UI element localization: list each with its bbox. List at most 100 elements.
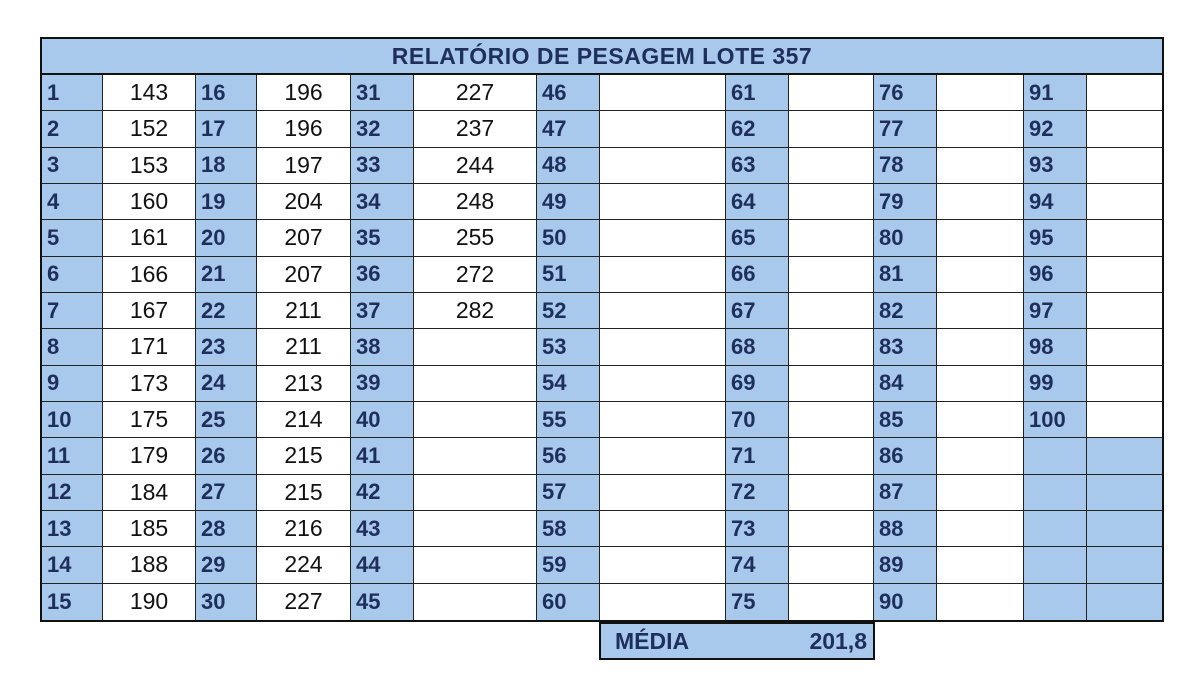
weight-value-cell: [600, 75, 726, 112]
lot-number-cell: 54: [537, 365, 600, 402]
weight-value-cell: 196: [257, 75, 351, 112]
lot-number-cell: 49: [537, 183, 600, 221]
lot-number-cell: 8: [42, 329, 103, 366]
lot-number-cell: 12: [42, 474, 103, 511]
weight-value-cell: [789, 583, 874, 620]
weight-value-cell: [600, 510, 726, 548]
weight-value-cell: [937, 111, 1024, 148]
weight-value-cell: [789, 111, 874, 148]
weight-value-cell: 244: [414, 147, 537, 184]
weighing-grid: 1 143 16 196 31 227 46 61 76 91 2 152 17 196 32 237 47 62…: [42, 75, 1162, 620]
weight-value-cell: [414, 329, 537, 366]
weight-value-cell: [414, 401, 537, 439]
weight-value-cell: [414, 547, 537, 584]
lot-number-cell: 27: [196, 474, 257, 511]
lot-number-cell: 37: [351, 292, 414, 330]
weight-value-cell: [600, 111, 726, 148]
weight-value-cell: 173: [103, 365, 196, 402]
weight-value-cell: [1087, 256, 1162, 293]
weight-value-cell: [1087, 401, 1162, 439]
lot-number-cell: 96: [1024, 256, 1087, 293]
lot-number-cell: 3: [42, 147, 103, 184]
lot-number-cell: 75: [726, 583, 789, 620]
lot-number-cell: 83: [874, 329, 937, 366]
weight-value-cell: [937, 474, 1024, 511]
weight-value-cell: [600, 365, 726, 402]
weight-value-cell: [937, 329, 1024, 366]
lot-number-cell: 99: [1024, 365, 1087, 402]
weight-value-cell: [789, 401, 874, 439]
lot-number-cell: 84: [874, 365, 937, 402]
weight-value-cell: [600, 292, 726, 330]
lot-number-cell: 17: [196, 111, 257, 148]
lot-number-cell: 18: [196, 147, 257, 184]
weight-value-cell: [1087, 183, 1162, 221]
lot-number-cell: 20: [196, 220, 257, 257]
weight-value-cell: 179: [103, 438, 196, 475]
weight-value-cell: [789, 147, 874, 184]
weight-value-cell: 237: [414, 111, 537, 148]
lot-number-cell: 43: [351, 510, 414, 548]
lot-number-cell: 51: [537, 256, 600, 293]
lot-number-cell: 5: [42, 220, 103, 257]
lot-number-cell: 25: [196, 401, 257, 439]
lot-number-cell: 47: [537, 111, 600, 148]
lot-number-cell: 6: [42, 256, 103, 293]
weight-value-cell: [789, 438, 874, 475]
weight-value-cell: [1087, 365, 1162, 402]
weight-value-cell: [414, 583, 537, 620]
weight-value-cell: [600, 547, 726, 584]
weight-value-cell: [1087, 474, 1162, 511]
weight-value-cell: 213: [257, 365, 351, 402]
lot-number-cell: 10: [42, 401, 103, 439]
lot-number-cell: 82: [874, 292, 937, 330]
weight-value-cell: [1087, 510, 1162, 548]
weight-value-cell: [937, 401, 1024, 439]
lot-number-cell: 62: [726, 111, 789, 148]
lot-number-cell: 36: [351, 256, 414, 293]
weight-value-cell: [600, 329, 726, 366]
lot-number-cell: 53: [537, 329, 600, 366]
weight-value-cell: 215: [257, 438, 351, 475]
lot-number-cell: 58: [537, 510, 600, 548]
weight-value-cell: 255: [414, 220, 537, 257]
lot-number-cell: 79: [874, 183, 937, 221]
lot-number-cell: 35: [351, 220, 414, 257]
lot-number-cell: 22: [196, 292, 257, 330]
lot-number-cell: 42: [351, 474, 414, 511]
lot-number-cell: 40: [351, 401, 414, 439]
lot-number-cell: 2: [42, 111, 103, 148]
weight-value-cell: 167: [103, 292, 196, 330]
weight-value-cell: [937, 75, 1024, 112]
lot-number-cell: 95: [1024, 220, 1087, 257]
lot-number-cell: 11: [42, 438, 103, 475]
lot-number-cell: 9: [42, 365, 103, 402]
weighing-report-sheet: RELATÓRIO DE PESAGEM LOTE 357 1 143 16 196 3…: [40, 37, 1164, 622]
weight-value-cell: [937, 147, 1024, 184]
lot-number-cell: 88: [874, 510, 937, 548]
lot-number-cell: 87: [874, 474, 937, 511]
lot-number-cell: 69: [726, 365, 789, 402]
lot-number-cell: 48: [537, 147, 600, 184]
weight-value-cell: [1087, 111, 1162, 148]
weight-value-cell: [937, 292, 1024, 330]
weight-value-cell: 161: [103, 220, 196, 257]
lot-number-cell: 68: [726, 329, 789, 366]
lot-number-cell: 15: [42, 583, 103, 620]
weight-value-cell: [414, 510, 537, 548]
weight-value-cell: [789, 329, 874, 366]
weight-value-cell: [414, 438, 537, 475]
weight-value-cell: [937, 365, 1024, 402]
weight-value-cell: 153: [103, 147, 196, 184]
weight-value-cell: [937, 256, 1024, 293]
weight-value-cell: [789, 510, 874, 548]
lot-number-cell: [1024, 438, 1087, 475]
lot-number-cell: [1024, 583, 1087, 620]
weight-value-cell: [789, 256, 874, 293]
weight-value-cell: [600, 438, 726, 475]
weight-value-cell: 166: [103, 256, 196, 293]
weight-value-cell: [937, 183, 1024, 221]
report-title: RELATÓRIO DE PESAGEM LOTE 357: [42, 39, 1162, 75]
lot-number-cell: 60: [537, 583, 600, 620]
lot-number-cell: 70: [726, 401, 789, 439]
